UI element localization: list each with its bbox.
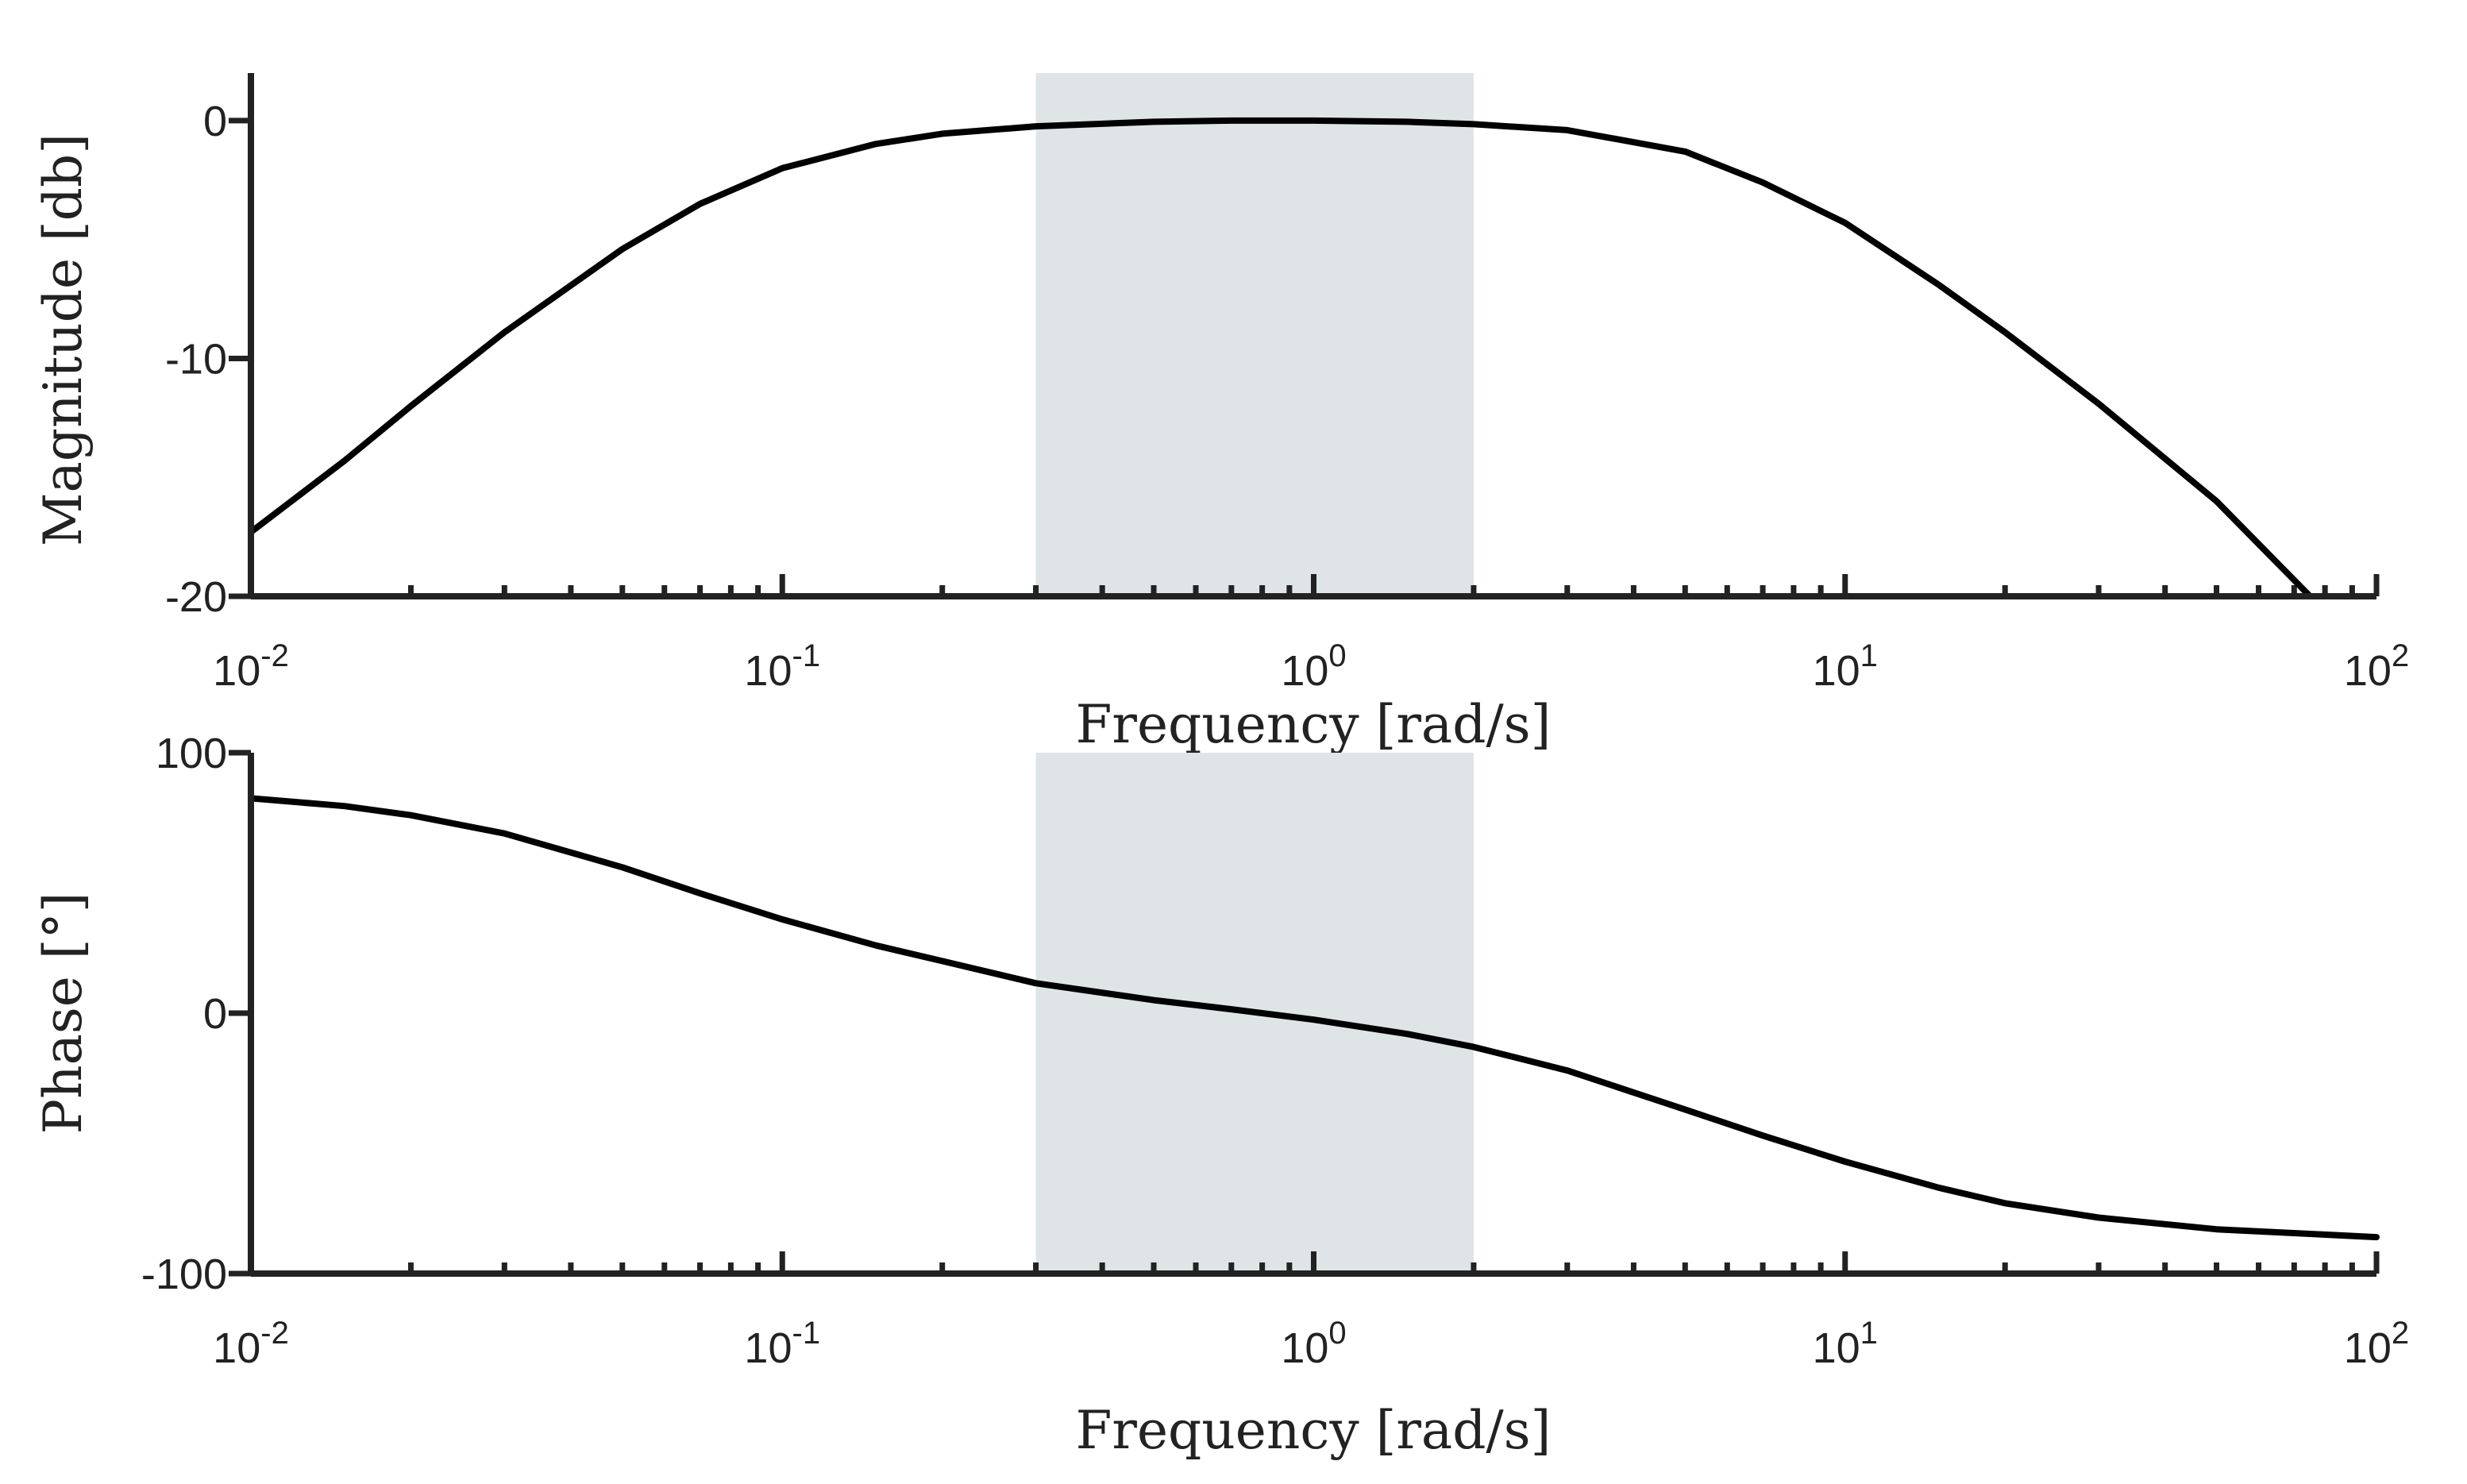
magnitude-x-tick-exponent: -2	[260, 638, 289, 673]
magnitude-y-tick-label: 0	[203, 98, 227, 145]
magnitude-x-tick-label: 100	[1281, 638, 1346, 695]
phase-x-tick-exponent: -1	[792, 1316, 821, 1351]
magnitude-x-tick-label: 101	[1813, 638, 1878, 695]
magnitude-x-tick-base: 10	[1281, 647, 1328, 695]
phase-y-tick-label: -100	[141, 1251, 227, 1298]
phase-xlabel: Frequency [rad/s]	[1076, 1400, 1552, 1461]
magnitude-y-tick-label: -10	[165, 335, 227, 383]
magnitude-shaded-band	[1035, 73, 1474, 596]
magnitude-x-tick-base: 10	[744, 647, 792, 695]
phase-x-tick-base: 10	[1813, 1324, 1860, 1372]
phase-x-tick-exponent: -2	[260, 1316, 289, 1351]
magnitude-y-tick-label: -20	[165, 573, 227, 621]
magnitude-x-tick-base: 10	[1813, 647, 1860, 695]
magnitude-x-tick-base: 10	[213, 647, 260, 695]
phase-x-tick-base: 10	[1281, 1324, 1328, 1372]
phase-y-tick-label: 0	[203, 990, 227, 1038]
phase-x-tick-label: 10-1	[744, 1316, 820, 1372]
phase-x-tick-exponent: 2	[2392, 1316, 2409, 1351]
phase-x-tick-base: 10	[2344, 1324, 2392, 1372]
phase-curve	[248, 795, 2380, 1241]
magnitude-x-tick-exponent: 1	[1860, 638, 1878, 673]
phase-x-tick-label: 102	[2344, 1316, 2409, 1372]
magnitude-ylabel: Magnitude [db]	[33, 133, 94, 546]
magnitude-curve	[248, 117, 2314, 599]
phase-x-tick-exponent: 1	[1860, 1316, 1878, 1351]
phase-x-tick-label: 10-2	[213, 1316, 289, 1372]
phase-x-tick-label: 101	[1813, 1316, 1878, 1372]
phase-x-tick-label: 100	[1281, 1316, 1346, 1372]
magnitude-x-tick-exponent: 0	[1328, 638, 1346, 673]
phase-x-tick-exponent: 0	[1328, 1316, 1346, 1351]
phase-x-tick-base: 10	[744, 1324, 792, 1372]
magnitude-xlabel: Frequency [rad/s]	[1076, 694, 1552, 755]
magnitude-x-tick-exponent: 2	[2392, 638, 2409, 673]
magnitude-x-tick-label: 10-2	[213, 638, 289, 695]
phase-x-tick-base: 10	[213, 1324, 260, 1372]
magnitude-x-tick-label: 102	[2344, 638, 2409, 695]
magnitude-x-tick-base: 10	[2344, 647, 2392, 695]
phase-y-tick-label: 100	[156, 730, 227, 777]
magnitude-x-tick-label: 10-1	[744, 638, 820, 695]
magnitude-x-tick-exponent: -1	[792, 638, 821, 673]
phase-ylabel: Phase [°]	[33, 892, 94, 1135]
